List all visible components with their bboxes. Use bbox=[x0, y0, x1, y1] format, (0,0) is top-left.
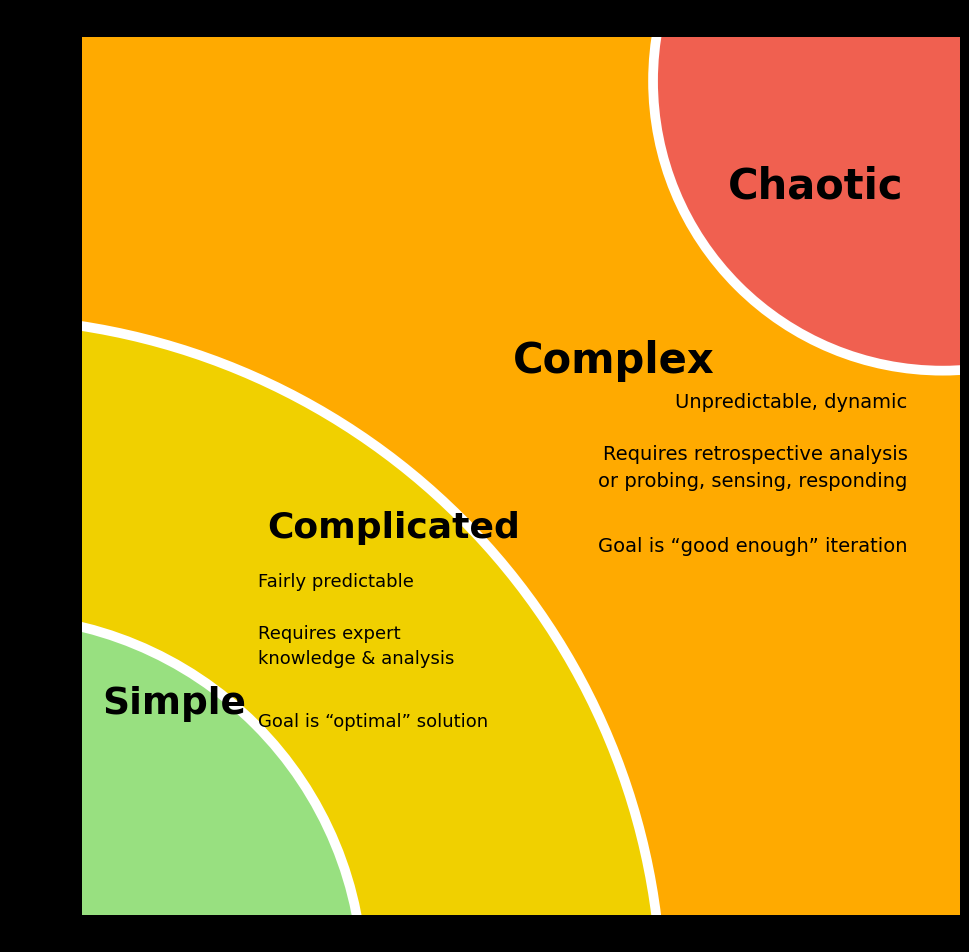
Text: Chaotic: Chaotic bbox=[727, 166, 902, 208]
Text: Fairly predictable: Fairly predictable bbox=[258, 572, 414, 590]
Text: Unpredictable, dynamic: Unpredictable, dynamic bbox=[674, 392, 907, 411]
Text: Goal is “good enough” iteration: Goal is “good enough” iteration bbox=[598, 538, 907, 557]
Circle shape bbox=[0, 617, 363, 952]
Text: Goal is “optimal” solution: Goal is “optimal” solution bbox=[258, 713, 487, 731]
Text: Simple: Simple bbox=[103, 686, 246, 723]
Text: Complicated: Complicated bbox=[267, 511, 520, 545]
Circle shape bbox=[0, 318, 661, 952]
Circle shape bbox=[652, 0, 969, 370]
Text: Complex: Complex bbox=[513, 340, 714, 382]
Text: Requires expert
knowledge & analysis: Requires expert knowledge & analysis bbox=[258, 625, 453, 668]
Text: Requires retrospective analysis
or probing, sensing, responding: Requires retrospective analysis or probi… bbox=[598, 446, 907, 491]
